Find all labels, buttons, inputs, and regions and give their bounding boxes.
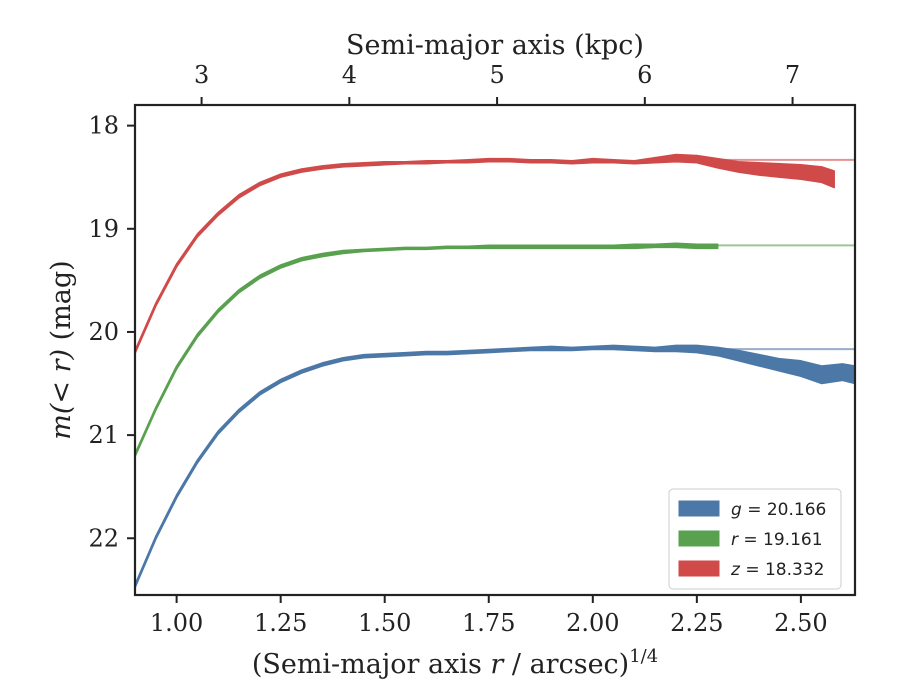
top-x-axis: 3 4 5 6 7 (194, 61, 800, 105)
x-axis-title-prefix: (Semi-major axis (252, 649, 491, 680)
x-axis-title-var: r (490, 649, 505, 680)
top-tick-label: 3 (194, 61, 209, 89)
legend-label-z: z = 18.332 (730, 560, 824, 580)
y-tick-label: 19 (88, 215, 119, 243)
x-tick-label: 2.25 (670, 609, 723, 637)
legend-swatch-r (678, 530, 720, 547)
x-tick-label: 1.50 (358, 609, 411, 637)
x-axis-title: (Semi-major axis r / arcsec)1/4 (252, 646, 658, 680)
plot-frame (133, 103, 857, 597)
x-tick-label: 1.25 (254, 609, 307, 637)
x-axis: 1.00 1.25 1.50 1.75 2.00 2.25 2.50 (150, 595, 828, 637)
y-tick-label: 22 (88, 524, 119, 552)
series-band-g (135, 344, 855, 589)
legend-label-r: r = 19.161 (731, 530, 823, 550)
legend-label-g: g = 20.166 (731, 500, 826, 520)
top-tick-label: 4 (342, 61, 357, 89)
legend-value: = 19.161 (738, 530, 823, 550)
x-axis-title-suffix: / arcsec) (503, 649, 629, 680)
y-tick-label: 20 (88, 318, 119, 346)
legend-value: = 20.166 (742, 500, 827, 520)
y-tick-label: 21 (88, 421, 119, 449)
series-layer (135, 153, 855, 589)
x-tick-label: 1.00 (150, 609, 203, 637)
x-tick-label: 2.50 (774, 609, 827, 637)
y-tick-label: 18 (88, 112, 119, 140)
y-axis: 18 19 20 21 22 (88, 112, 135, 552)
top-tick-label: 7 (785, 61, 800, 89)
y-axis-title-main: m(< r) (46, 349, 77, 440)
legend-swatch-g (678, 500, 720, 517)
series-band-r (135, 242, 719, 458)
y-axis-title-unit: (mag) (46, 260, 77, 349)
x-tick-label: 1.75 (462, 609, 515, 637)
x-axis-title-sup: 1/4 (629, 646, 658, 667)
x-tick-label: 2.00 (566, 609, 619, 637)
legend-var: z (730, 560, 741, 580)
y-axis-title: m(< r) (mag) (46, 260, 77, 439)
legend-value: = 18.332 (740, 560, 825, 580)
top-axis-title: Semi-major axis (kpc) (346, 30, 644, 61)
legend-var: g (731, 500, 742, 520)
top-tick-label: 6 (637, 61, 652, 89)
top-tick-label: 5 (489, 61, 504, 89)
legend-var: r (731, 530, 739, 550)
series-band-z (135, 153, 835, 355)
legend-swatch-z (678, 560, 720, 577)
